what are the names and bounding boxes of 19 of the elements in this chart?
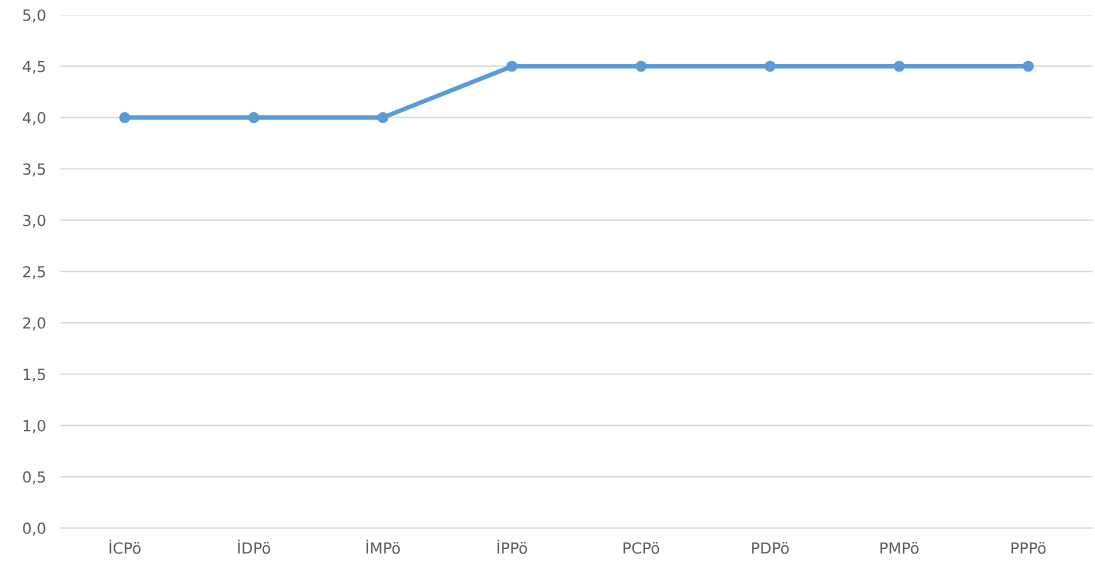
y-tick-label: 4,5: [22, 60, 45, 74]
x-tick-label: PDPö: [752, 542, 789, 554]
x-tick-label: İCPö: [109, 539, 141, 554]
y-tick-label: 0,0: [23, 522, 46, 536]
x-tick-label: PMPö: [880, 542, 919, 554]
y-tick-label: 5,0: [23, 9, 46, 23]
y-tick-label: 0,5: [23, 471, 45, 485]
y-tick-label: 1,5: [23, 368, 45, 382]
x-tick-label: İDPö: [238, 539, 271, 554]
x-tick-label: PPPö: [1011, 542, 1046, 554]
y-tick-label: 1,0: [23, 419, 46, 434]
y-tick-label: 3,5: [23, 163, 45, 177]
y-tick-label: 2,0: [23, 317, 46, 331]
x-tick-label: İMPö: [366, 539, 400, 554]
x-tick-label: İPPö: [497, 539, 528, 554]
y-tick-label: 3,0: [23, 214, 46, 228]
y-tick-label: 4,0: [22, 112, 46, 126]
x-tick-label: PCPö: [623, 542, 660, 554]
y-tick-label: 2,5: [23, 265, 45, 280]
